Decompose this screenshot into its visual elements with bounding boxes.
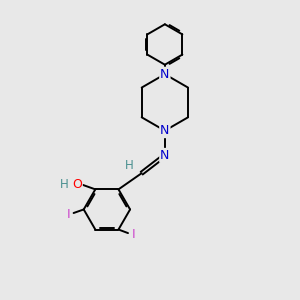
Text: H: H: [125, 159, 134, 172]
Text: N: N: [160, 68, 170, 81]
Text: N: N: [160, 124, 170, 137]
Text: H: H: [60, 178, 68, 191]
Text: O: O: [72, 178, 82, 191]
Text: N: N: [160, 149, 170, 162]
Text: I: I: [131, 228, 135, 242]
Text: I: I: [67, 208, 70, 221]
